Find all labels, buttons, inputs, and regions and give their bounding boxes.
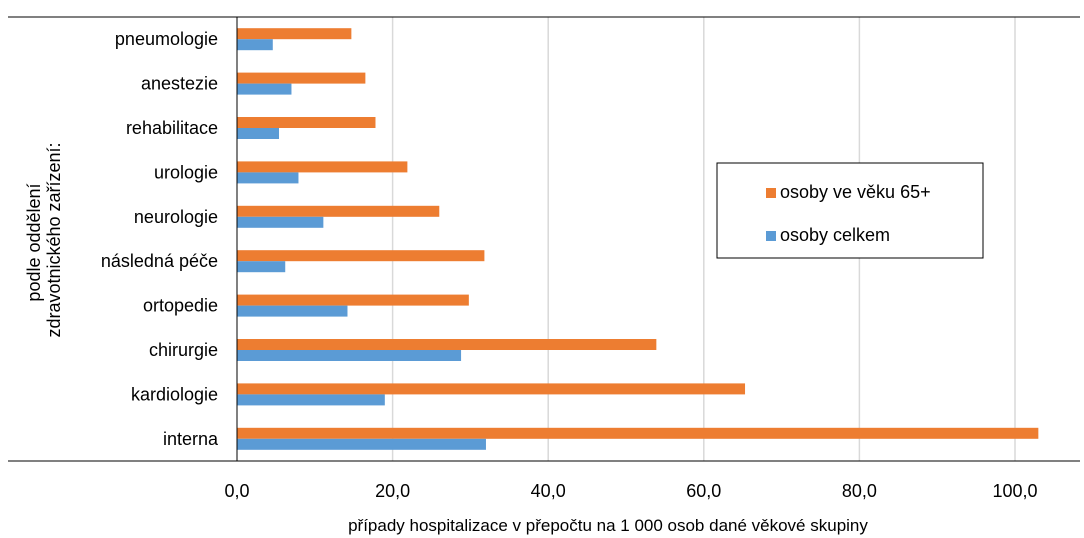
bar-total-8	[237, 394, 385, 406]
bars	[237, 28, 1039, 450]
legend: osoby ve věku 65+ osoby celkem	[716, 162, 984, 259]
bar-total-3	[237, 172, 299, 184]
x-tick-label-3: 60,0	[686, 481, 721, 501]
bar-total-9	[237, 438, 486, 450]
x-axis-title: případy hospitalizace v přepočtu na 1 00…	[348, 516, 868, 535]
y-axis-title-line-1: podle oddělení	[24, 183, 44, 301]
x-tick-label-0: 0,0	[224, 481, 249, 501]
category-label-8: kardiologie	[131, 384, 218, 404]
category-label-6: ortopedie	[143, 296, 218, 316]
category-label-7: chirurgie	[149, 340, 218, 360]
x-tick-labels: 0,0 20,0 40,0 60,0 80,0 100,0	[224, 481, 1037, 501]
bar-total-7	[237, 350, 462, 361]
category-label-2: rehabilitace	[126, 118, 218, 138]
bar-65plus-9	[237, 427, 1039, 439]
bar-total-1	[237, 83, 292, 95]
bar-total-2	[237, 128, 280, 139]
bar-total-5	[237, 261, 286, 273]
x-tick-label-1: 20,0	[375, 481, 410, 501]
bar-65plus-2	[237, 117, 376, 128]
bar-65plus-0	[237, 28, 352, 40]
bar-65plus-1	[237, 72, 366, 84]
legend-swatch-total	[766, 231, 776, 241]
legend-label-65plus: osoby ve věku 65+	[780, 182, 931, 202]
bar-65plus-8	[237, 383, 746, 395]
category-label-9: interna	[163, 429, 219, 449]
legend-swatch-65plus	[766, 188, 776, 198]
bar-65plus-6	[237, 294, 469, 306]
x-tick-label-5: 100,0	[992, 481, 1037, 501]
category-label-3: urologie	[154, 162, 218, 182]
legend-label-total: osoby celkem	[780, 225, 890, 245]
bar-total-6	[237, 305, 348, 317]
y-axis-title: podle oddělení zdravotnického zařízení:	[24, 142, 64, 337]
category-label-5: následná péče	[101, 251, 218, 271]
category-label-1: anestezie	[141, 74, 218, 94]
bar-total-4	[237, 216, 324, 228]
category-label-4: neurologie	[134, 207, 218, 227]
x-tick-label-2: 40,0	[531, 481, 566, 501]
x-tick-label-4: 80,0	[842, 481, 877, 501]
bar-total-0	[237, 39, 273, 51]
category-label-0: pneumologie	[115, 29, 218, 49]
category-labels: pneumologie anestezie rehabilitace urologie…	[101, 29, 219, 449]
legend-box	[716, 162, 984, 259]
bar-65plus-3	[237, 161, 408, 173]
bar-65plus-5	[237, 250, 485, 262]
y-axis-title-line-2: zdravotnického zařízení:	[44, 142, 64, 337]
bar-65plus-7	[237, 339, 657, 350]
bar-65plus-4	[237, 205, 440, 217]
